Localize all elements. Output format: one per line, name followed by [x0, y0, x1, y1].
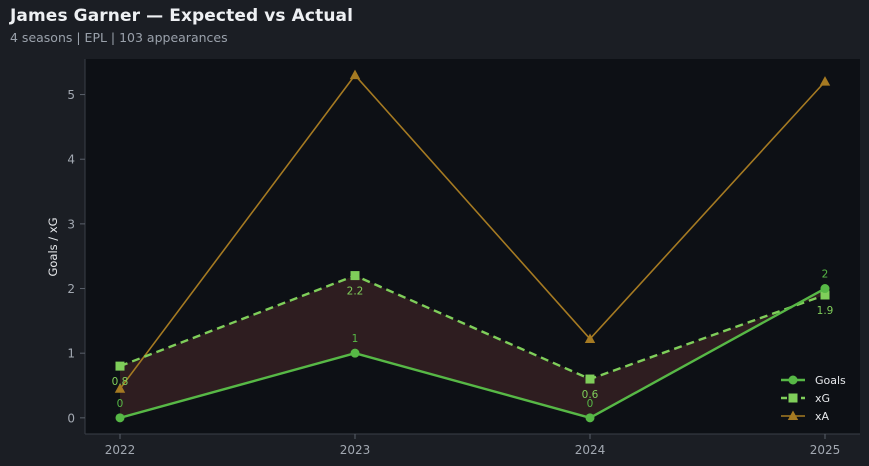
line-xa — [119, 74, 826, 390]
data-label-xg-2024: 0.6 — [582, 389, 599, 401]
point-xa-2025 — [819, 76, 831, 86]
data-label-goals-2023: 1 — [352, 333, 359, 345]
legend-marker-xg — [788, 393, 798, 403]
legend-marker-goals — [788, 375, 798, 385]
data-label-goals-2024: 0 — [587, 398, 594, 410]
point-xa-2022 — [114, 383, 126, 393]
point-xg-2024 — [585, 374, 595, 384]
y-tick-label: 5 — [67, 88, 75, 102]
line-goals — [119, 287, 826, 420]
series-xg — [115, 271, 830, 384]
legend-item-xa: xA — [781, 410, 830, 423]
goals-xg-fill — [120, 275, 825, 418]
chart-subtitle: 4 seasons | EPL | 103 appearances — [10, 30, 228, 45]
y-tick-label: 3 — [67, 217, 75, 231]
y-tick-label: 2 — [67, 282, 75, 296]
legend-label-xg: xG — [815, 392, 830, 405]
series-goals — [115, 284, 830, 423]
area-fill — [120, 275, 825, 418]
y-tick-label: 0 — [67, 411, 75, 425]
point-goals-2023 — [350, 348, 360, 358]
data-label-goals-2025: 2 — [822, 269, 829, 281]
x-tick-label: 2025 — [810, 443, 841, 457]
point-goals-2025 — [820, 284, 830, 294]
chart-title: James Garner — Expected vs Actual — [10, 6, 354, 26]
data-label-xg-2022: 0.8 — [112, 376, 129, 388]
point-goals-2022 — [115, 413, 125, 423]
line-xg — [119, 274, 826, 381]
legend-label-xa: xA — [815, 410, 830, 423]
y-axis-label: Goals / xG — [46, 217, 60, 276]
point-goals-2024 — [585, 413, 595, 423]
chart-header: James Garner — Expected vs Actual 4 seas… — [10, 6, 353, 45]
data-label-xg-2023: 2.2 — [347, 286, 364, 298]
point-xg-2025 — [820, 290, 830, 300]
x-tick-label: 2022 — [105, 443, 136, 457]
point-xa-2023 — [349, 69, 361, 80]
legend-marker-xa — [787, 410, 799, 420]
axis-ticks: 0 1 2 3 4 5 2022 2023 2024 2025 — [67, 88, 840, 457]
point-xa-2024 — [584, 333, 596, 343]
x-tick-label: 2024 — [575, 443, 606, 457]
series-lines — [114, 69, 831, 423]
series-xa — [114, 69, 831, 393]
legend-item-xg: xG — [781, 392, 830, 405]
point-xg-2022 — [115, 361, 125, 371]
y-tick-label: 1 — [67, 347, 75, 361]
point-xg-2023 — [350, 271, 360, 281]
data-labels: 0.8 2.2 0.6 1.9 0 1 0 2 — [112, 269, 834, 410]
legend-label-goals: Goals — [815, 374, 846, 387]
y-tick-label: 4 — [67, 153, 75, 167]
legend: Goals xG xA — [781, 374, 846, 423]
data-label-xg-2025: 1.9 — [817, 305, 834, 317]
x-tick-label: 2023 — [340, 443, 371, 457]
legend-item-goals: Goals — [781, 374, 846, 387]
data-label-goals-2022: 0 — [117, 398, 124, 410]
